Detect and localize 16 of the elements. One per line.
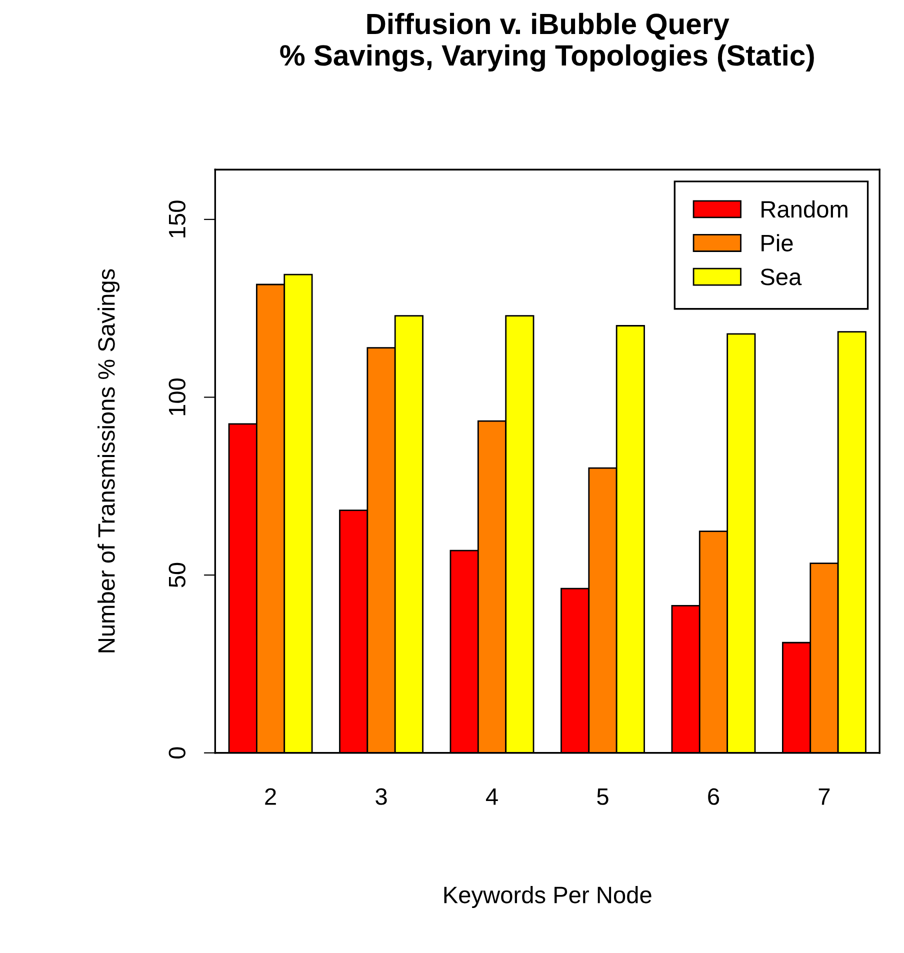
x-tick-label: 5 (597, 788, 608, 805)
x-tick-label: 6 (708, 788, 720, 805)
legend-label: Sea (760, 268, 802, 286)
y-tick-label: 0 (168, 747, 186, 759)
legend-label: Random (762, 200, 848, 218)
y-tick-label: 150 (168, 200, 186, 238)
chart-title: Diffusion v. iBubble Query % Savings, Varying Topologies (Static) (280, 12, 814, 72)
x-tick-label: 7 (818, 788, 830, 805)
x-tick-label: 2 (265, 788, 276, 805)
x-axis-title: Keywords Per Node (444, 886, 652, 908)
y-tick-label: 50 (168, 562, 186, 588)
x-tick-label: 4 (486, 788, 498, 805)
y-tick-label: 100 (168, 378, 186, 416)
x-tick-label: 3 (376, 788, 387, 805)
legend-label: Pie (762, 234, 793, 252)
y-axis-title: Number of Transmissions % Savings (98, 269, 120, 652)
